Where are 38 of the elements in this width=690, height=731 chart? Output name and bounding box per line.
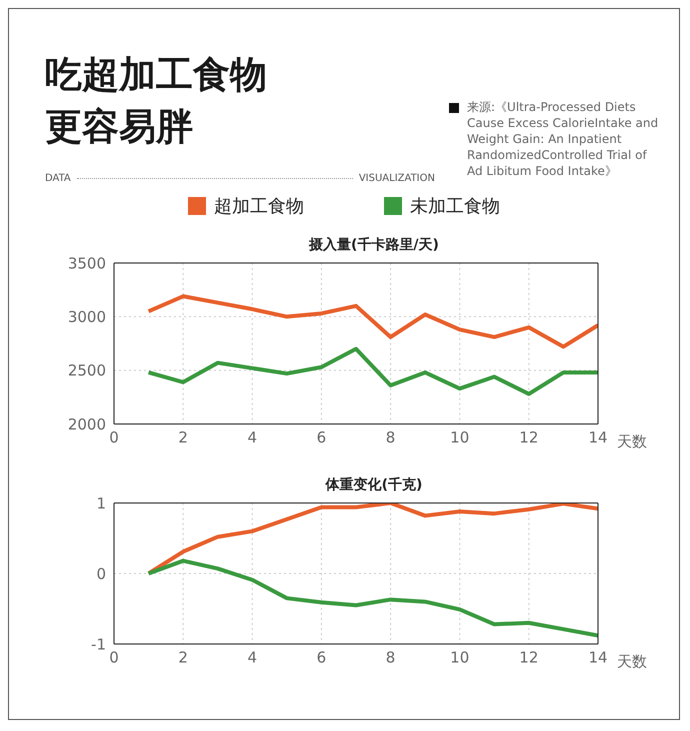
x-axis-title: 天数 (617, 432, 647, 450)
x-tick-label: 0 (109, 648, 119, 667)
x-tick-label: 10 (450, 648, 470, 667)
legend-label: 超加工食物 (213, 195, 304, 218)
y-tick-label: 0 (96, 564, 106, 583)
line-series (146, 294, 598, 349)
x-tick-label: 14 (588, 428, 608, 447)
text: DATA (45, 173, 71, 184)
x-tick-label: 0 (109, 428, 119, 447)
y-tick-label: 2500 (68, 362, 106, 380)
x-tick-label: 10 (450, 428, 470, 447)
chart-subtitle: 摄入量(千卡路里/天) (308, 236, 440, 254)
x-tick-label: 14 (588, 648, 608, 667)
y-tick-label: 2000 (68, 415, 106, 434)
line-series (146, 503, 598, 576)
y-tick-label: -1 (91, 635, 106, 654)
legend-label: 未加工食物 (409, 195, 500, 218)
x-tick-label: 12 (519, 428, 538, 447)
x-tick-label: 12 (519, 648, 538, 667)
source-note: 来源:《Ultra-Processed Diets Cause Excess CalorieIntake and Weight Gain: An Inpatient RandomizedControlled Trial of Ad Libitum Food Intake》 (467, 99, 659, 180)
x-tick-label: 8 (386, 648, 396, 667)
y-tick-label: 3000 (68, 308, 106, 326)
line-series (146, 558, 598, 638)
chart-title: 吃超加工食物更容易胖 (45, 52, 268, 150)
x-tick-label: 8 (386, 428, 396, 447)
y-tick-label: 1 (96, 494, 106, 512)
x-tick-label: 6 (316, 428, 326, 447)
frame-border: 吃超加工食物更容易胖 DATA VISUALIZATION 来源:《Ultra-Processed Diets Cause Excess CalorieIntake and Weight Gain: An Inpatient RandomizedControlled Trial of Ad Libitum Food Intake》 超加工食物 未加工食物 摄入量(千卡路里/天) 0 2 4 6 8 10 12 14 天数 2000 2500 3000 3500 体重变化(千克) 0 2 4 6 8 10 12 14 天数 -1 0 1 (8, 8, 680, 720)
x-tick-label: 4 (248, 648, 258, 667)
x-axis-title: 天数 (617, 652, 647, 670)
chart-title: 体重变化(千克) (324, 476, 424, 494)
x-tick-label: 2 (178, 648, 188, 667)
x-tick-label: 6 (316, 648, 326, 667)
x-tick-label: 2 (178, 428, 188, 447)
y-tick-label: 3500 (68, 254, 106, 272)
text: VISUALIZATION (358, 173, 435, 184)
x-tick-label: 4 (248, 428, 258, 447)
line-series (146, 346, 598, 396)
